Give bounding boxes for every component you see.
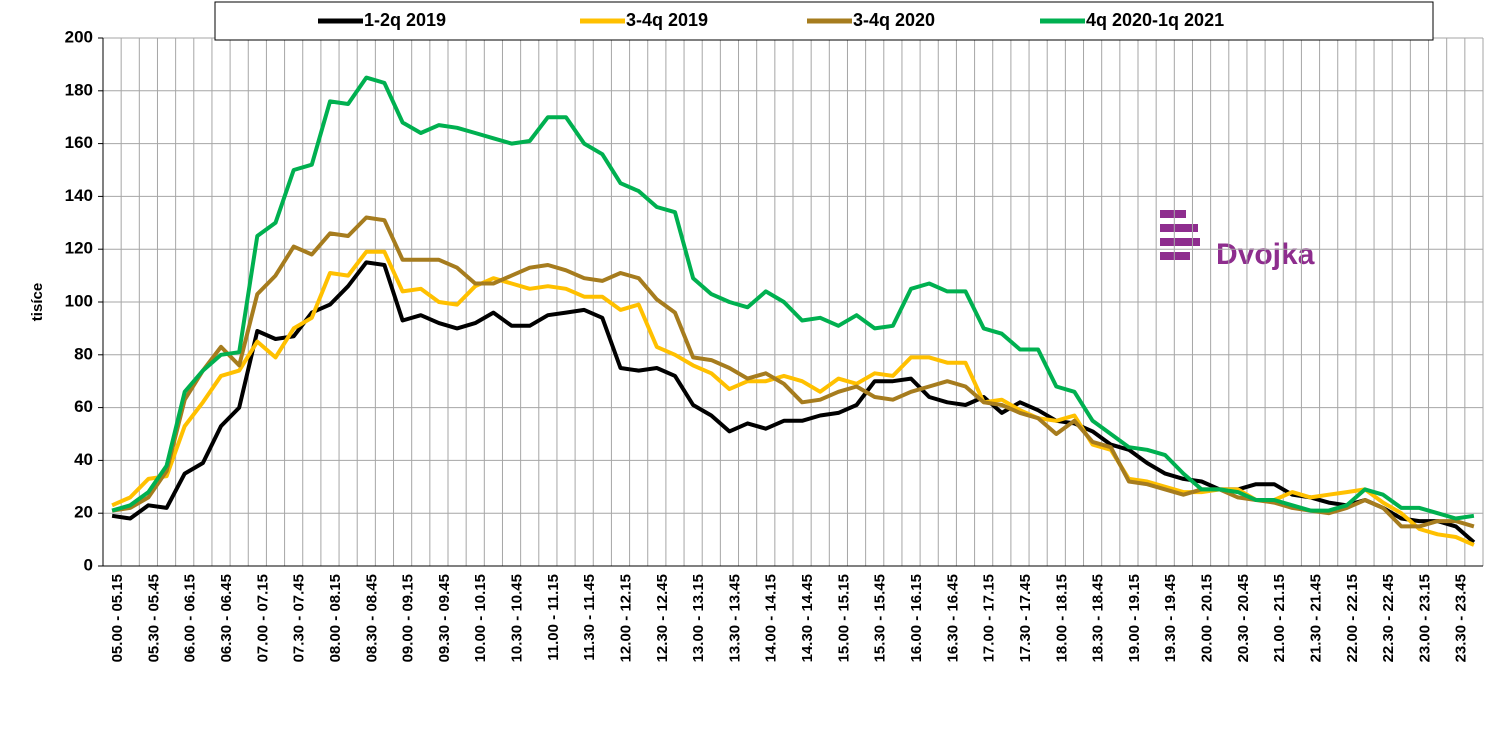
x-tick-label: 19.30 - 19.45: [1162, 574, 1179, 662]
x-tick-label: 21.00 - 21.15: [1271, 574, 1288, 662]
x-tick-label: 08.30 - 08.45: [363, 574, 380, 662]
x-tick-label: 15.30 - 15.45: [872, 574, 889, 662]
legend-label: 3-4q 2020: [853, 10, 935, 30]
y-tick-label: 20: [74, 503, 93, 522]
y-tick-label: 180: [65, 80, 93, 99]
series-line: [111, 260, 1476, 544]
x-tick-label: 13.30 - 13.45: [726, 574, 743, 662]
y-tick-label: 40: [74, 450, 93, 469]
x-tick-label: 20.30 - 20.45: [1235, 574, 1252, 662]
series-line: [111, 215, 1475, 529]
x-tick-label: 05.00 - 05.15: [109, 574, 126, 662]
x-tick-label: 17.00 - 17.15: [981, 574, 998, 662]
x-tick-label: 11.30 - 11.45: [581, 574, 598, 661]
x-tick-label: 17.30 - 17.45: [1017, 574, 1034, 662]
y-axis-label: tisíce: [29, 283, 46, 321]
y-tick-label: 160: [65, 133, 93, 152]
x-tick-label: 10.00 - 10.15: [472, 574, 489, 662]
x-tick-label: 09.00 - 09.15: [400, 574, 417, 662]
x-tick-label: 06.30 - 06.45: [218, 574, 235, 662]
legend-label: 4q 2020-1q 2021: [1086, 10, 1224, 30]
x-tick-label: 13.00 - 13.15: [690, 574, 707, 662]
y-tick-label: 200: [65, 27, 93, 46]
x-tick-label: 07.00 - 07.15: [254, 574, 271, 662]
y-tick-label: 80: [74, 344, 93, 363]
x-tick-label: 18.00 - 18.15: [1053, 574, 1070, 662]
x-tick-label: 12.00 - 12.15: [617, 574, 634, 662]
logo-bar: [1160, 238, 1200, 246]
x-tick-label: 05.30 - 05.45: [145, 574, 162, 662]
x-tick-label: 20.00 - 20.15: [1199, 574, 1216, 662]
x-tick-label: 16.00 - 16.15: [908, 574, 925, 662]
x-tick-label: 14.30 - 14.45: [799, 574, 816, 662]
x-tick-label: 21.30 - 21.45: [1307, 574, 1324, 662]
x-tick-label: 10.30 - 10.45: [509, 574, 526, 662]
x-tick-label: 18.30 - 18.45: [1090, 574, 1107, 662]
x-tick-label: 15.00 - 15.15: [835, 574, 852, 662]
y-tick-label: 100: [65, 291, 93, 310]
x-tick-label: 23.00 - 23.15: [1416, 574, 1433, 662]
x-tick-label: 12.30 - 12.45: [654, 574, 671, 662]
y-tick-label: 140: [65, 186, 93, 205]
logo-bar: [1160, 224, 1198, 232]
x-tick-label: 06.00 - 06.15: [182, 574, 199, 662]
logo-bar: [1160, 252, 1190, 260]
y-tick-label: 0: [84, 555, 93, 574]
series-line: [111, 75, 1475, 521]
x-tick-label: 08.00 - 08.15: [327, 574, 344, 662]
x-tick-label: 22.00 - 22.15: [1344, 574, 1361, 662]
x-tick-label: 11.00 - 11.15: [545, 574, 562, 661]
legend-label: 3-4q 2019: [626, 10, 708, 30]
x-tick-label: 09.30 - 09.45: [436, 574, 453, 662]
logo: Dvojka: [1160, 210, 1315, 271]
x-tick-label: 19.00 - 19.15: [1126, 574, 1143, 662]
y-tick-label: 60: [74, 397, 93, 416]
x-tick-label: 16.30 - 16.45: [944, 574, 961, 662]
x-tick-label: 14.00 - 14.15: [763, 574, 780, 662]
x-tick-label: 23.30 - 23.45: [1453, 574, 1470, 662]
y-tick-label: 120: [65, 239, 93, 258]
x-tick-label: 07.30 - 07.45: [291, 574, 308, 662]
x-tick-label: 22.30 - 22.45: [1380, 574, 1397, 662]
legend-label: 1-2q 2019: [364, 10, 446, 30]
logo-bar: [1160, 210, 1186, 218]
